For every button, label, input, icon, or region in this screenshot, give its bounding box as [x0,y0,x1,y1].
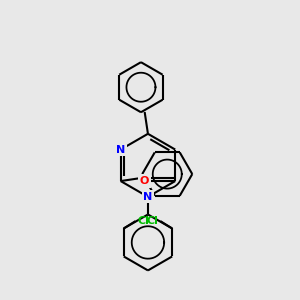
Text: Cl: Cl [138,216,150,226]
Text: N: N [116,145,125,154]
Text: O: O [140,176,149,186]
Text: N: N [143,192,153,202]
Text: Cl: Cl [146,216,158,226]
